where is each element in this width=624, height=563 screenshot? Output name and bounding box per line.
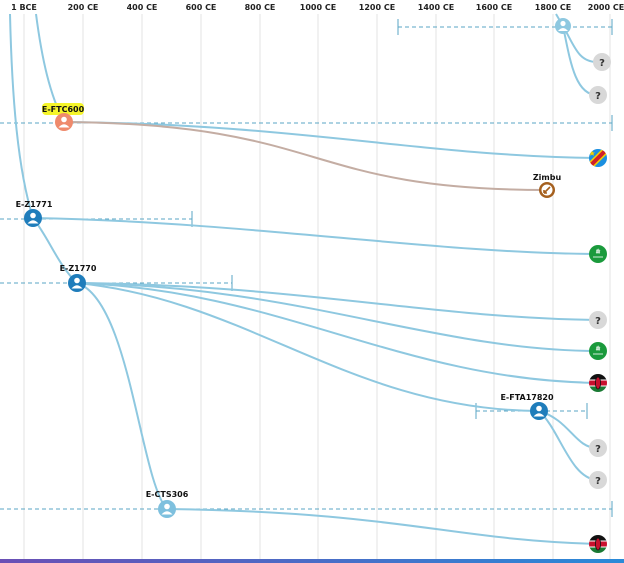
branch [76,282,540,412]
leaf-icons: ? ? ﷺ ? ﷺ [587,53,611,553]
dr-congo-flag-icon[interactable] [587,147,609,169]
node-label: E-Z1771 [16,200,53,209]
branch [9,13,34,219]
kenya-flag-icon[interactable] [589,535,607,553]
unknown-country-icon[interactable]: ? [593,53,611,71]
svg-text:?: ? [595,444,601,455]
svg-text:?: ? [595,316,601,327]
axis-tick-label: 600 CE [186,3,217,12]
unknown-country-icon[interactable]: ? [589,86,607,104]
person-icon [30,212,36,219]
tree-nodes: E-FTC600 Zimbu E-Z1771 E-Z1770 [16,18,571,518]
branch [538,410,598,481]
unknown-country-icon[interactable]: ? [589,311,607,329]
axis-tick-label: 1 BCE [11,3,37,12]
node-label: E-CTS306 [146,490,189,499]
branch [538,410,598,449]
person-icon [164,503,170,510]
svg-text:?: ? [595,91,601,102]
ancestral-branch [63,121,548,191]
svg-text:?: ? [595,476,601,487]
node-label: E-FTC600 [42,105,85,114]
node-zimbu[interactable]: Zimbu [533,173,562,198]
branch [32,217,598,255]
person-icon [61,116,67,123]
axis-tick-label: 2000 CE [588,3,624,12]
node-e-fta17820[interactable]: E-FTA17820 [500,393,554,420]
node-label-highlight [42,103,84,115]
unknown-country-icon[interactable]: ? [589,471,607,489]
axis-tick-label: 1400 CE [418,3,454,12]
axis-tick-label: 800 CE [245,3,276,12]
svg-text:?: ? [599,58,605,69]
axis-tick-label: 400 CE [127,3,158,12]
branch [166,508,598,545]
ancient-sample-icon [543,186,551,194]
saudi-arabia-flag-icon[interactable]: ﷺ [589,245,607,263]
kenya-flag-icon[interactable] [589,374,607,392]
axis-tick-label: 1200 CE [359,3,395,12]
branch [32,217,78,284]
haplogroup-node[interactable] [555,18,571,34]
svg-text:ﷺ: ﷺ [596,248,601,254]
timeline-bottom-bar [0,559,624,563]
axis-tick-label: 200 CE [68,3,99,12]
branch [76,282,598,352]
node-e-z1770[interactable]: E-Z1770 [60,264,97,292]
node-label: E-FTA17820 [500,393,554,402]
saudi-arabia-flag-icon[interactable]: ﷺ [589,342,607,360]
branch [76,282,598,384]
axis-tick-label: 1000 CE [300,3,336,12]
unknown-country-icon[interactable]: ? [589,439,607,457]
tree-branches [9,13,598,545]
person-icon [74,277,80,284]
person-icon [536,405,542,412]
axis-tick-label: 1600 CE [476,3,512,12]
node-e-cts306[interactable]: E-CTS306 [146,490,189,518]
node-e-ftc600[interactable]: E-FTC600 [42,103,85,131]
axis-tick-label: 1800 CE [535,3,571,12]
svg-text:ﷺ: ﷺ [596,345,601,351]
branch [76,282,168,510]
person-icon [560,20,566,27]
timeline-axis: 1 BCE 200 CE 400 CE 600 CE 800 CE 1000 C… [11,3,624,12]
node-e-z1771[interactable]: E-Z1771 [16,200,53,227]
branch [63,121,598,159]
branch [76,282,598,321]
node-label: Zimbu [533,173,562,182]
node-label: E-Z1770 [60,264,97,273]
